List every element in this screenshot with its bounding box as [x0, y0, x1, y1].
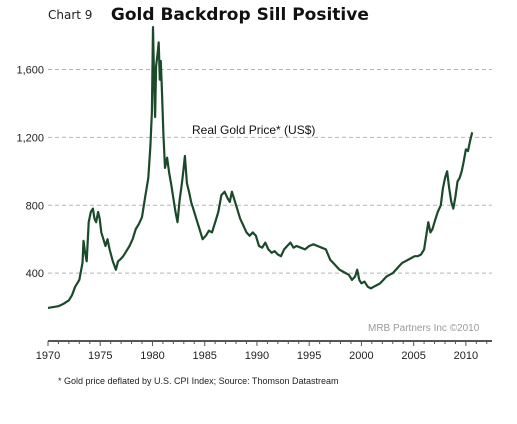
x-ticks: 1970 1975 1980 1985 1990 1995 2000 2005 2010 [36, 341, 488, 362]
x-tick-label-1970: 1970 [36, 350, 60, 362]
x-tick-label-1975: 1975 [88, 350, 112, 362]
series [47, 26, 474, 309]
credit-label: MRB Partners Inc ©2010 [368, 323, 480, 334]
chart-title-row: Chart 9 Gold Backdrop Sill Positive [48, 5, 369, 25]
y-tick-label-1200: 1,200 [16, 132, 44, 144]
x-tick-label-2010: 2010 [454, 350, 478, 362]
series-line-0 [47, 26, 474, 309]
x-tick-label-2005: 2005 [401, 350, 425, 362]
footnote: * Gold price deflated by U.S. CPI Index;… [58, 376, 339, 386]
chart-title: Gold Backdrop Sill Positive [110, 5, 369, 25]
x-tick-label-1985: 1985 [192, 350, 216, 362]
x-tick-label-1990: 1990 [245, 350, 269, 362]
y-ticks: 400 800 1,200 1,600 [16, 65, 44, 281]
y-tick-label-800: 800 [26, 200, 44, 212]
series-label: Real Gold Price* (US$) [192, 123, 315, 137]
x-tick-label-1980: 1980 [140, 350, 164, 362]
chart-number: Chart 9 [48, 8, 93, 22]
y-tick-label-400: 400 [26, 268, 44, 280]
gold-price-chart: 1970 1975 1980 1985 1990 1995 2000 2005 2010 400… [16, 26, 492, 362]
x-tick-label-1995: 1995 [297, 350, 321, 362]
x-tick-label-2000: 2000 [349, 350, 373, 362]
grid-lines [48, 69, 492, 274]
y-tick-label-1600: 1,600 [16, 65, 44, 77]
